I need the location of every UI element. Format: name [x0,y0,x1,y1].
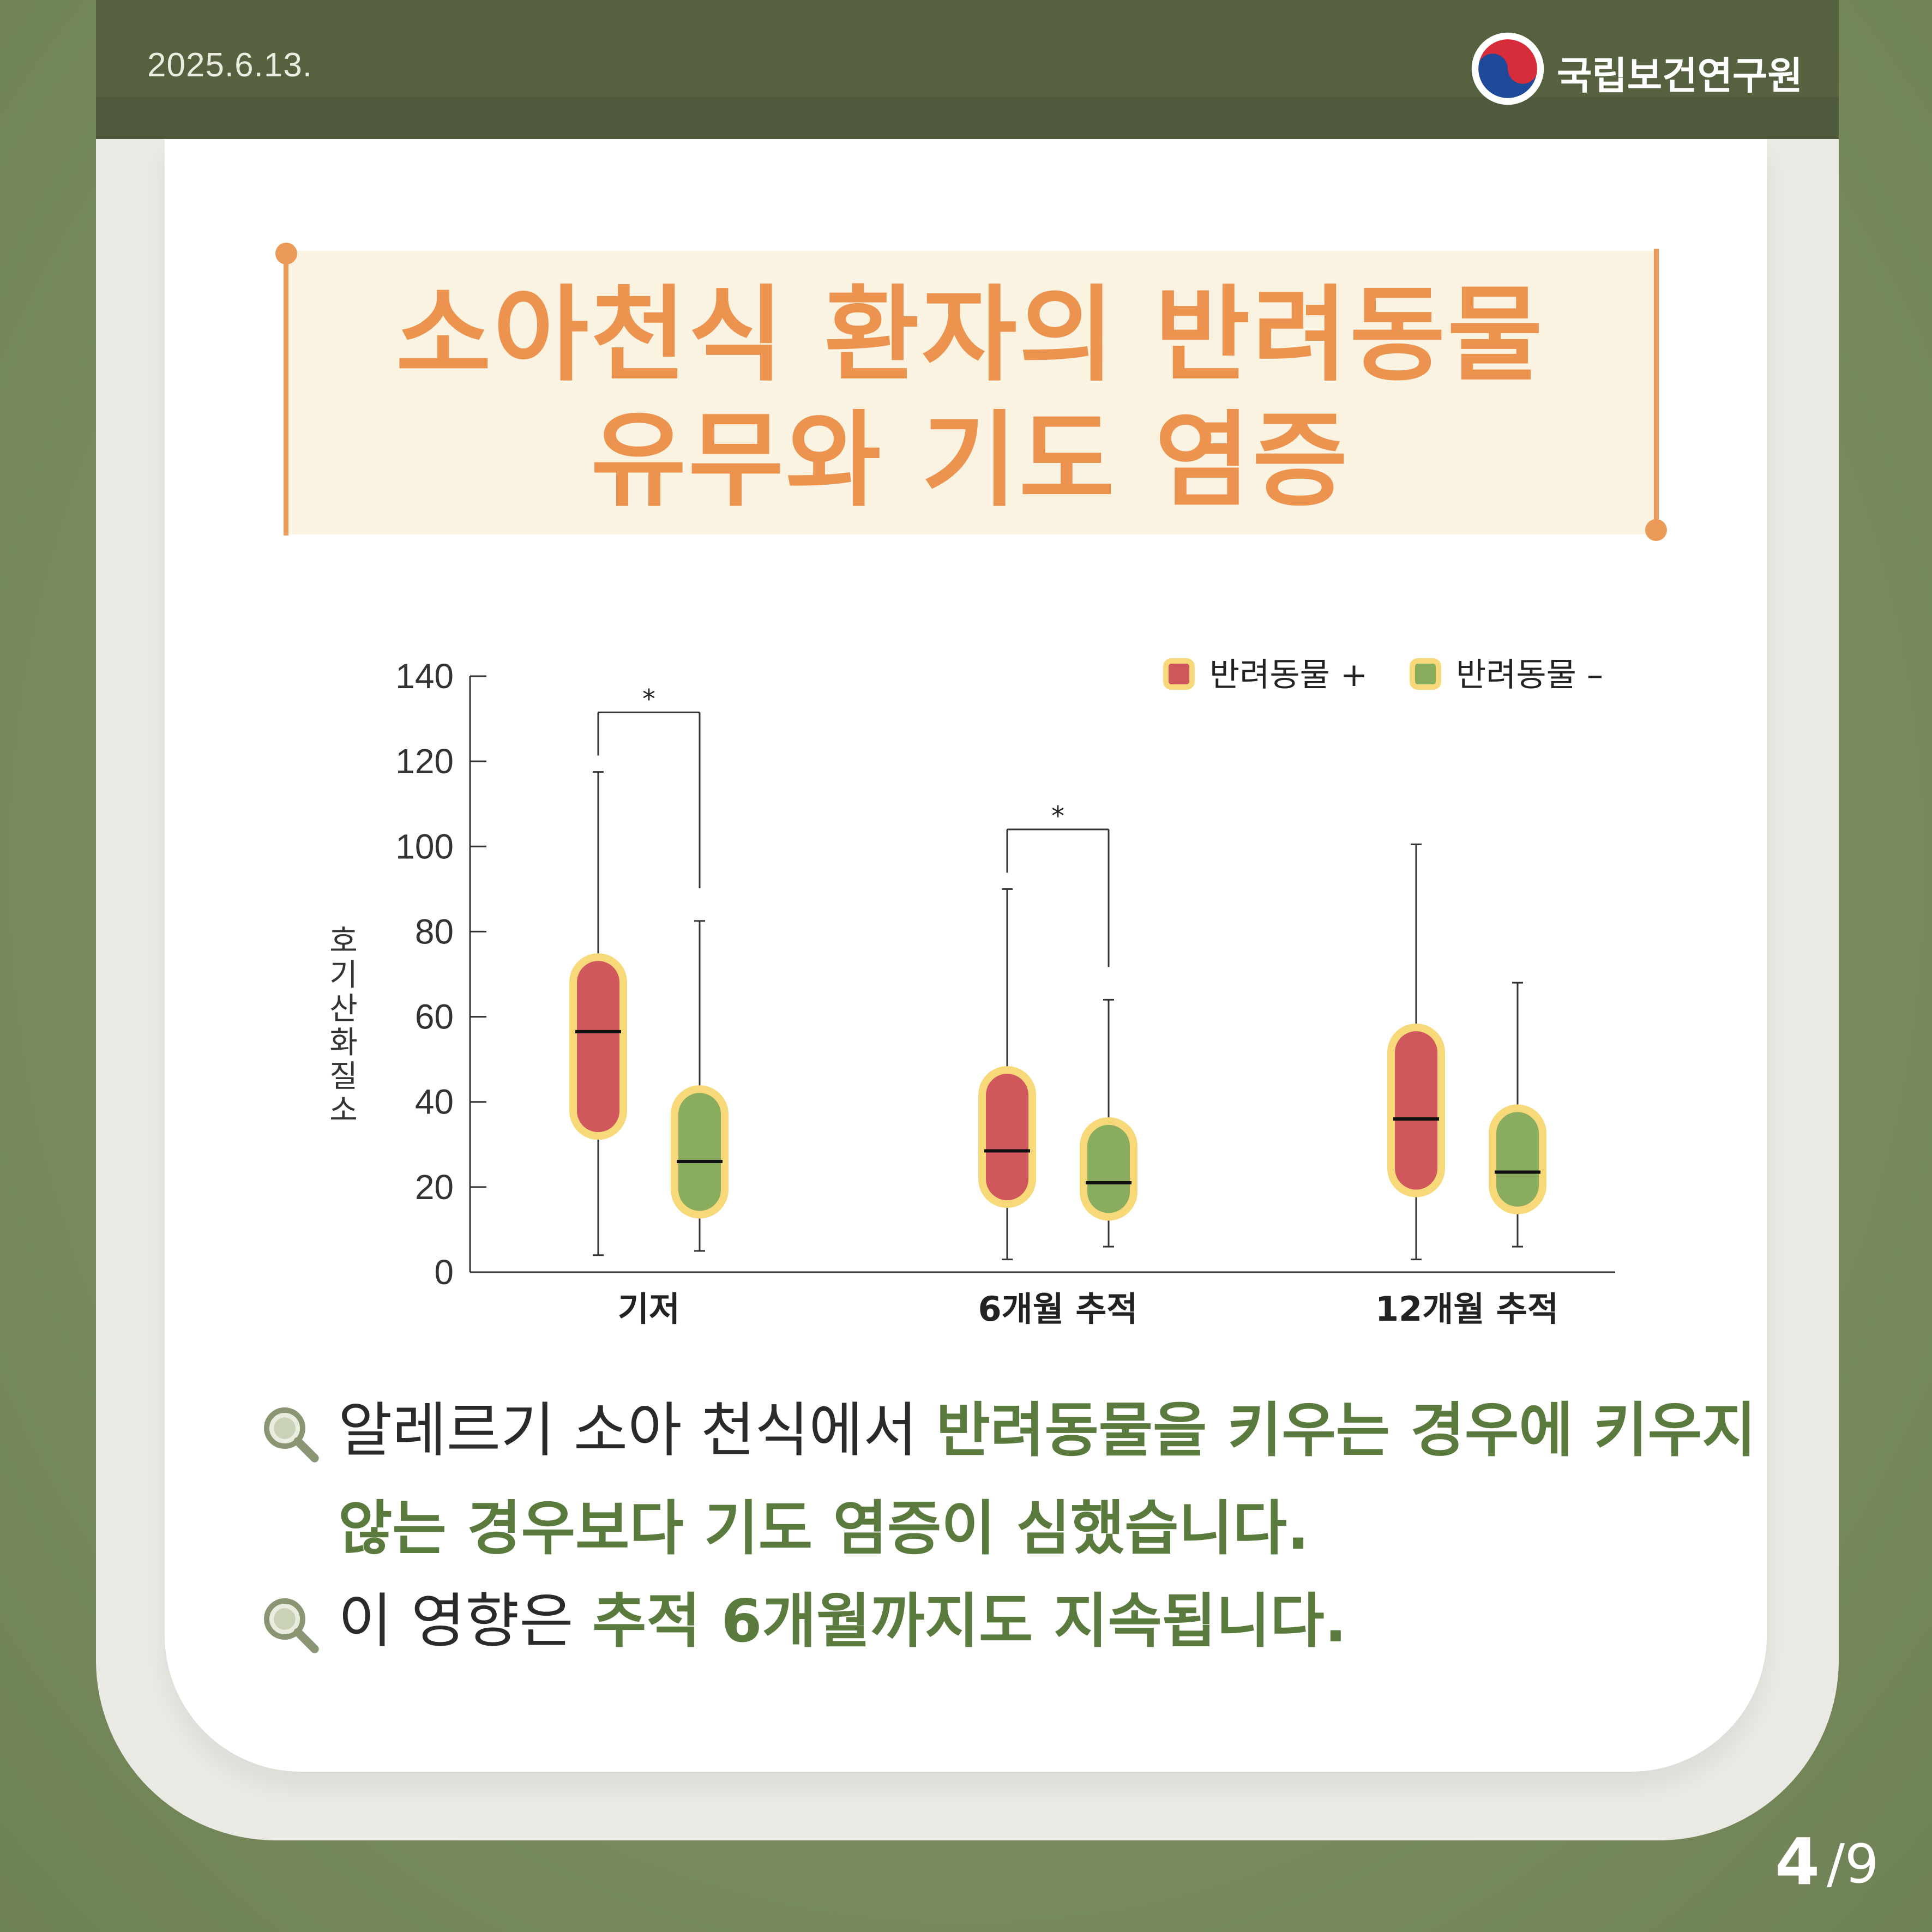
significance-marker: * [1051,801,1064,832]
y-axis-label-char: 소 [329,1093,358,1128]
finding-1-highlight: 반려동물을 키우는 경우에 키우지 [936,1397,1756,1465]
significance-bracket: * [1006,801,1110,967]
legend-label: 반려동물 + [1209,656,1368,694]
legend-label: 반려동물 – [1456,656,1603,694]
box-pet-minus [1489,982,1546,1248]
box-body [1489,1104,1546,1214]
y-axis-label-char: 기 [329,958,358,993]
x-category-label: 6개월 추적 [978,1289,1138,1329]
page-number-current: 4 [1775,1824,1820,1899]
finding-2-line-1: 이 영향은 추적 6개월까지도 지속됩니다. [338,1592,1347,1651]
y-tick-label: 120 [395,742,454,781]
finding-2-plain: 이 영향은 [338,1587,593,1656]
finding-2-highlight: 추적 6개월까지도 지속됩니다. [592,1587,1347,1656]
box-body [1080,1117,1137,1221]
box-body [569,953,627,1140]
significance-bracket: * [597,684,701,888]
box-body [978,1066,1036,1208]
magnifier-icon [264,1598,319,1653]
y-tick-label: 140 [395,657,454,696]
page-title-line-1: 소아천식 환자의 반려동물 [395,275,1545,395]
title-frame-line-left [284,251,288,535]
box-pet-plus [569,771,627,1256]
box-body [1387,1024,1445,1197]
legend-swatch [1163,658,1195,690]
y-tick-label: 80 [415,912,454,951]
y-tick-label: 100 [395,827,454,866]
magnifier-icon [264,1407,319,1462]
y-tick-label: 0 [434,1253,454,1292]
title-frame-line-right [1654,249,1659,532]
title-box [285,251,1656,534]
finding-1-line-2: 않는 경우보다 기도 염증이 심했습니다. [338,1500,1309,1558]
legend-swatch [1410,658,1441,690]
title-frame-dot-left [275,243,297,264]
y-tick-label: 40 [415,1082,454,1122]
box-pet-minus [671,920,729,1252]
taegeuk-logo-icon [1471,32,1544,105]
y-tick-label: 60 [415,997,454,1037]
title-frame-dot-right [1645,519,1667,541]
y-axis-label-char: 산 [329,991,358,1027]
box-pet-minus [1080,998,1137,1248]
x-category-label: 기저 [618,1289,680,1329]
org-name: 국립보건연구원 [1557,53,1803,98]
boxes: ** [569,684,1546,1261]
y-axis-label-char: 호 [329,924,358,959]
box-body [671,1085,729,1219]
x-category-label: 12개월 추적 [1375,1289,1558,1329]
box-pet-plus [1387,843,1445,1261]
legend: 반려동물 + 반려동물 – [1163,656,1603,694]
top-bar-highlight [96,0,1839,97]
finding-1-plain: 알레르기 소아 천식에서 [338,1397,936,1465]
finding-1-line-1: 알레르기 소아 천식에서 반려동물을 키우는 경우에 키우지 [338,1401,1756,1460]
y-tick-label: 20 [415,1167,454,1207]
page-number-total: /9 [1827,1833,1879,1895]
y-axis-label-char: 화 [329,1025,358,1061]
finding-1-highlight-2: 않는 경우보다 기도 염증이 심했습니다. [338,1495,1310,1563]
date: 2025.6.13. [147,46,313,84]
y-axis-label-char: 질 [329,1059,358,1094]
box-pet-plus [978,888,1036,1261]
page-title-line-2: 유무와 기도 염증 [591,400,1350,521]
significance-marker: * [642,684,655,714]
